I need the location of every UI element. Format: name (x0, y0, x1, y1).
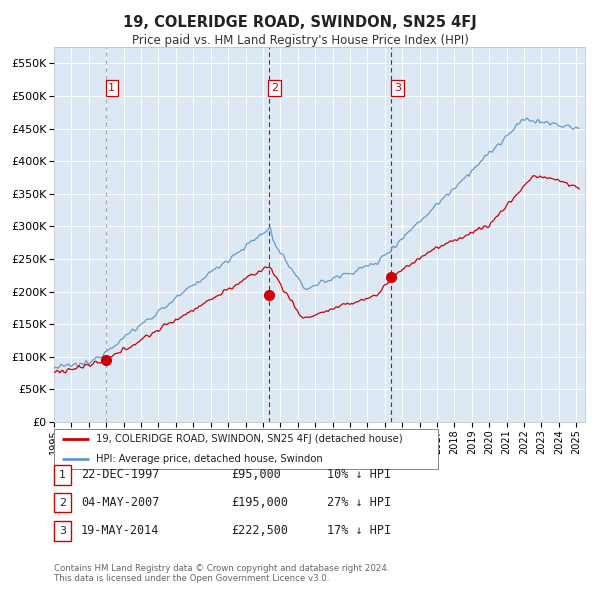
Text: Price paid vs. HM Land Registry's House Price Index (HPI): Price paid vs. HM Land Registry's House … (131, 34, 469, 47)
Text: 22-DEC-1997: 22-DEC-1997 (81, 468, 160, 481)
Text: 2: 2 (59, 498, 66, 507)
Text: 10% ↓ HPI: 10% ↓ HPI (327, 468, 391, 481)
Text: 3: 3 (59, 526, 66, 536)
Text: 19-MAY-2014: 19-MAY-2014 (81, 525, 160, 537)
Text: £195,000: £195,000 (231, 496, 288, 509)
Text: 1: 1 (109, 83, 115, 93)
Text: Contains HM Land Registry data © Crown copyright and database right 2024.
This d: Contains HM Land Registry data © Crown c… (54, 563, 389, 583)
Text: 19, COLERIDGE ROAD, SWINDON, SN25 4FJ (detached house): 19, COLERIDGE ROAD, SWINDON, SN25 4FJ (d… (96, 434, 403, 444)
Text: 2: 2 (271, 83, 278, 93)
Text: 1: 1 (59, 470, 66, 480)
Text: 04-MAY-2007: 04-MAY-2007 (81, 496, 160, 509)
Text: 3: 3 (394, 83, 401, 93)
Text: 17% ↓ HPI: 17% ↓ HPI (327, 525, 391, 537)
Text: 27% ↓ HPI: 27% ↓ HPI (327, 496, 391, 509)
Text: 19, COLERIDGE ROAD, SWINDON, SN25 4FJ: 19, COLERIDGE ROAD, SWINDON, SN25 4FJ (123, 15, 477, 30)
Text: HPI: Average price, detached house, Swindon: HPI: Average price, detached house, Swin… (96, 454, 323, 464)
Text: £95,000: £95,000 (231, 468, 281, 481)
Text: £222,500: £222,500 (231, 525, 288, 537)
